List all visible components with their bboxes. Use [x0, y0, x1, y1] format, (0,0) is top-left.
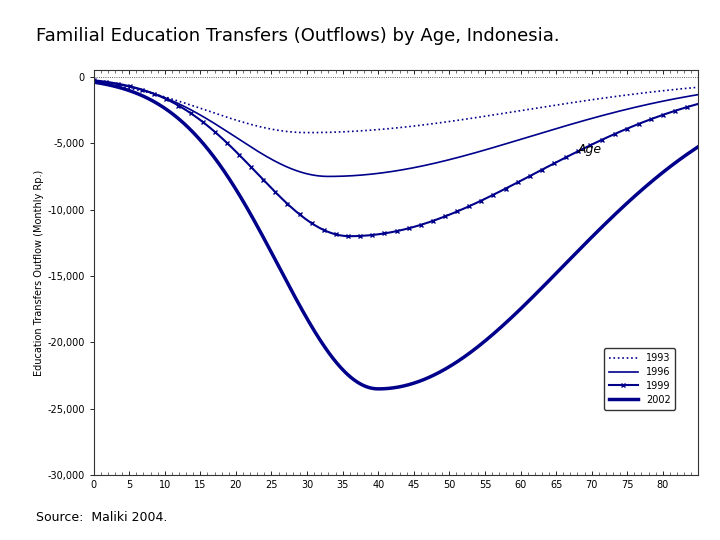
1993	[694, 84, 703, 91]
1999	[89, 77, 98, 84]
1993	[446, 118, 455, 125]
2002	[494, 326, 503, 333]
1996	[694, 91, 703, 98]
1996	[325, 173, 333, 180]
1996	[89, 78, 98, 84]
Line: 1999: 1999	[91, 78, 701, 238]
1996	[546, 127, 554, 134]
1999	[346, 233, 354, 239]
Text: Familial Education Transfers (Outflows) by Age, Indonesia.: Familial Education Transfers (Outflows) …	[36, 27, 559, 45]
1996	[364, 171, 372, 178]
1999	[494, 189, 503, 195]
2002	[363, 384, 372, 390]
1999	[197, 117, 205, 124]
1996	[494, 143, 503, 149]
1993	[364, 127, 372, 133]
2002	[89, 79, 98, 85]
2002	[546, 276, 554, 283]
2002	[446, 362, 455, 369]
2002	[245, 208, 253, 215]
Line: 2002: 2002	[94, 82, 698, 389]
2002	[197, 137, 205, 144]
1999	[364, 232, 372, 239]
1993	[546, 103, 554, 109]
1996	[197, 112, 205, 118]
1993	[245, 120, 253, 127]
1996	[245, 143, 253, 149]
Line: 1996: 1996	[94, 81, 698, 177]
2002	[374, 386, 382, 392]
1993	[197, 105, 205, 112]
1999	[245, 162, 253, 168]
1999	[546, 163, 554, 169]
1999	[446, 211, 455, 217]
1996	[446, 156, 455, 163]
Legend: 1993, 1996, 1999, 2002: 1993, 1996, 1999, 2002	[604, 348, 675, 409]
Text: Age: Age	[577, 143, 602, 156]
2002	[694, 144, 703, 150]
1993	[89, 79, 98, 86]
Text: Source:  Maliki 2004.: Source: Maliki 2004.	[36, 511, 167, 524]
1993	[494, 111, 503, 117]
Line: 1993: 1993	[94, 83, 698, 133]
Y-axis label: Education Transfers Outflow (Monthly Rp.): Education Transfers Outflow (Monthly Rp.…	[35, 170, 45, 376]
1993	[303, 130, 312, 136]
1999	[694, 100, 703, 107]
